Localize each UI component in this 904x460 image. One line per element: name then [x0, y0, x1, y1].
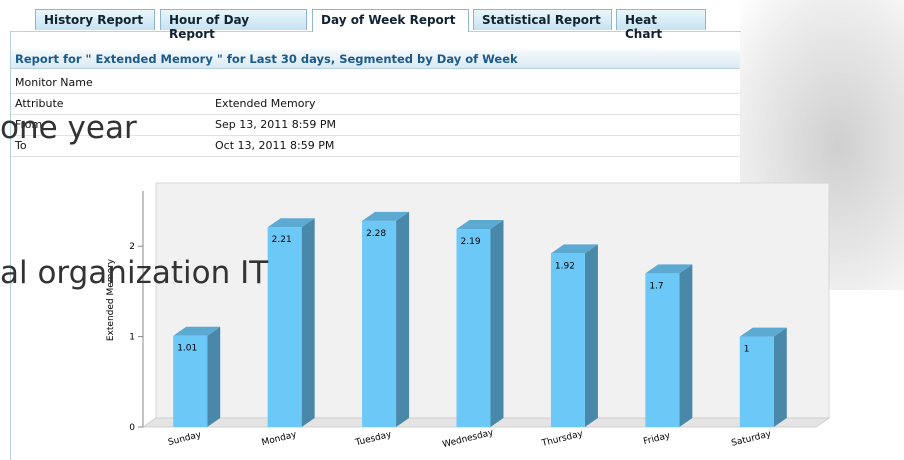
bar-side — [207, 327, 220, 427]
bar — [362, 212, 409, 427]
y-tick-label: 1 — [129, 333, 135, 343]
value-label: 1.01 — [177, 344, 197, 354]
bar-side — [585, 244, 598, 427]
bar-front — [268, 227, 302, 427]
x-tick-label: Thursday — [540, 429, 585, 449]
bar-front — [362, 221, 396, 427]
x-tick-label: Saturday — [730, 429, 772, 449]
y-tick-label: 2 — [129, 242, 135, 252]
value-label: 2.19 — [461, 237, 481, 247]
overlay-text: al organization IT — [0, 255, 268, 291]
bar — [457, 220, 504, 427]
bar-front — [551, 253, 585, 427]
bar-side — [491, 220, 504, 427]
overlay-text: one year — [0, 110, 137, 146]
chart: Extended Memory 012Sunday1.01Monday2.21T… — [0, 0, 904, 459]
bar — [551, 244, 598, 427]
bar-side — [396, 212, 409, 427]
value-label: 1.92 — [555, 261, 575, 271]
bar — [740, 328, 787, 427]
bar-front — [457, 229, 491, 427]
bar-side — [774, 328, 787, 427]
x-tick-label: Monday — [261, 430, 299, 448]
bar — [268, 218, 315, 427]
value-label: 1.7 — [649, 281, 663, 291]
x-tick-label: Sunday — [167, 430, 203, 448]
bar-side — [679, 264, 692, 427]
bar-side — [302, 218, 315, 427]
x-tick-label: Friday — [642, 431, 672, 447]
value-label: 2.28 — [366, 229, 386, 239]
x-tick-label: Wednesday — [442, 428, 496, 450]
x-tick-label: Tuesday — [354, 430, 394, 449]
bar — [173, 327, 220, 427]
value-label: 1 — [744, 345, 750, 355]
page: History Report Hour of Day Report Day of… — [0, 0, 904, 459]
bar-front — [645, 273, 679, 427]
y-tick-label: 0 — [129, 423, 135, 433]
value-label: 2.21 — [272, 235, 292, 245]
